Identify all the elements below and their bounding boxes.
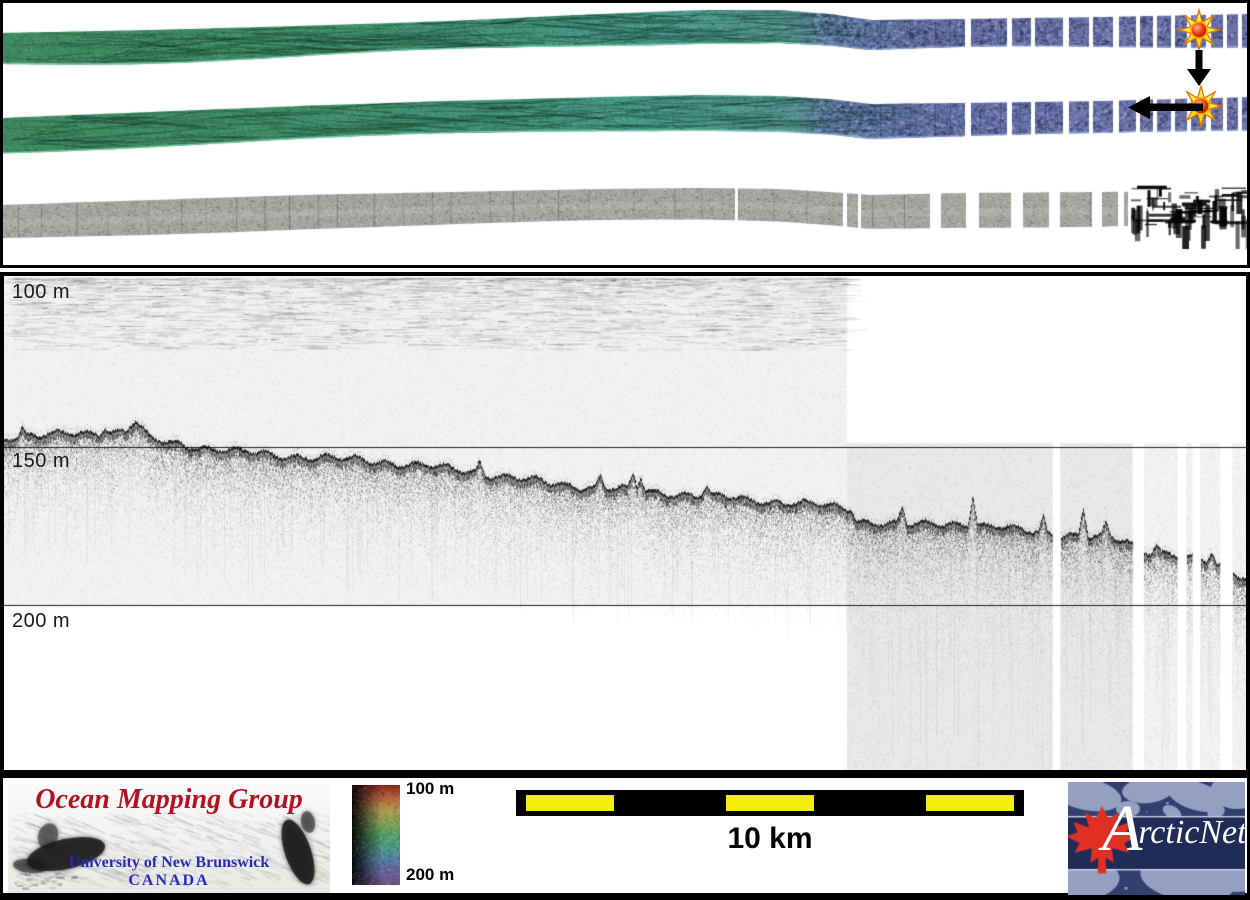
omg-country: CANADA (128, 872, 210, 889)
legend-bar: Ocean Mapping Group University of New Br… (0, 772, 1250, 900)
depth-label-200m: 200 m (12, 610, 71, 632)
sonar-swath-strips-canvas (3, 3, 1247, 265)
depth-label-150m: 150 m (12, 450, 71, 472)
arcticnet-rest: rcticNet (1138, 814, 1245, 851)
omg-title: Ocean Mapping Group (35, 784, 303, 815)
scale-bar-label: 10 km (727, 822, 813, 855)
omg-logo: Ocean Mapping Group University of New Br… (8, 782, 330, 893)
depth-label-100m: 100 m (12, 281, 71, 303)
omg-university: University of New Brunswick (68, 854, 270, 871)
colorbar-bottom-label: 200 m (406, 865, 455, 884)
arcticnet-logo: ArcticNet (1068, 782, 1245, 895)
depth-colorbar (352, 785, 400, 885)
scale-bar-segment (726, 795, 814, 811)
arcticnet-logo-background (1068, 782, 1245, 895)
position-star-icon-top (1178, 9, 1220, 51)
map-scale-bar (516, 790, 1024, 816)
scale-bar-segment (526, 795, 614, 811)
swath-panel (0, 0, 1250, 268)
subbottom-echogram-panel: 100 m 150 m 200 m (0, 272, 1250, 772)
down-arrow-icon (1187, 50, 1211, 86)
left-arrow-icon (1128, 96, 1203, 119)
colorbar-top-label: 100 m (406, 779, 455, 798)
arcticnet-wordmark: ArcticNet (1102, 796, 1245, 862)
position-markers-overlay (1128, 9, 1222, 127)
arcticnet-initial: A (1102, 792, 1143, 865)
scale-bar-segment (926, 795, 1014, 811)
omg-logo-background (8, 782, 330, 893)
echogram-canvas (4, 276, 1246, 770)
